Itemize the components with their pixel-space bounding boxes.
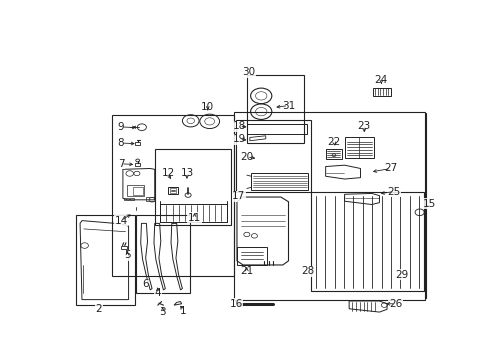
Bar (236, 120, 311, 192)
Bar (160, 204, 226, 222)
Bar (146, 197, 154, 201)
Text: 25: 25 (386, 186, 400, 197)
Bar (124, 198, 128, 200)
Bar (133, 186, 142, 195)
Bar (344, 138, 373, 158)
Text: 10: 10 (201, 102, 214, 112)
Bar (130, 198, 134, 200)
Text: 14: 14 (114, 216, 127, 226)
Text: 12: 12 (161, 168, 174, 179)
Text: 4: 4 (154, 288, 161, 298)
Bar (121, 246, 127, 249)
Text: 7: 7 (118, 159, 124, 169)
Text: 29: 29 (395, 270, 408, 280)
Bar (325, 149, 341, 159)
Text: 31: 31 (281, 100, 295, 111)
Text: 9: 9 (118, 122, 124, 132)
Text: 24: 24 (374, 75, 387, 85)
Text: 21: 21 (240, 266, 253, 276)
Text: 27: 27 (384, 163, 397, 174)
Text: 26: 26 (388, 299, 401, 309)
Bar (251, 174, 307, 190)
Bar (155, 149, 230, 225)
Text: 2: 2 (96, 304, 102, 314)
Bar (135, 142, 140, 145)
Text: 28: 28 (300, 266, 313, 276)
Bar (127, 185, 144, 196)
Text: 13: 13 (180, 168, 193, 179)
Bar (311, 192, 423, 291)
Text: 19: 19 (232, 134, 245, 144)
Text: 22: 22 (326, 136, 340, 147)
Text: 30: 30 (242, 67, 255, 77)
Bar (112, 115, 233, 276)
Text: 11: 11 (187, 213, 201, 223)
Text: 15: 15 (422, 199, 435, 209)
Text: 8: 8 (118, 138, 124, 148)
Bar (246, 123, 306, 134)
Bar (372, 87, 390, 96)
Bar (135, 163, 140, 166)
Text: 23: 23 (357, 121, 370, 131)
Bar (136, 215, 189, 293)
Text: 18: 18 (232, 121, 245, 131)
Text: 16: 16 (229, 299, 243, 309)
Text: 17: 17 (232, 191, 245, 201)
Bar (237, 247, 266, 265)
Text: 1: 1 (180, 306, 186, 316)
Bar (233, 112, 424, 301)
Bar (246, 75, 303, 143)
Bar (168, 187, 178, 194)
Text: 6: 6 (142, 279, 148, 289)
Text: 20: 20 (240, 152, 253, 162)
Text: 5: 5 (124, 250, 130, 260)
Bar (169, 188, 176, 193)
Text: 3: 3 (159, 306, 165, 316)
Bar (76, 215, 135, 305)
